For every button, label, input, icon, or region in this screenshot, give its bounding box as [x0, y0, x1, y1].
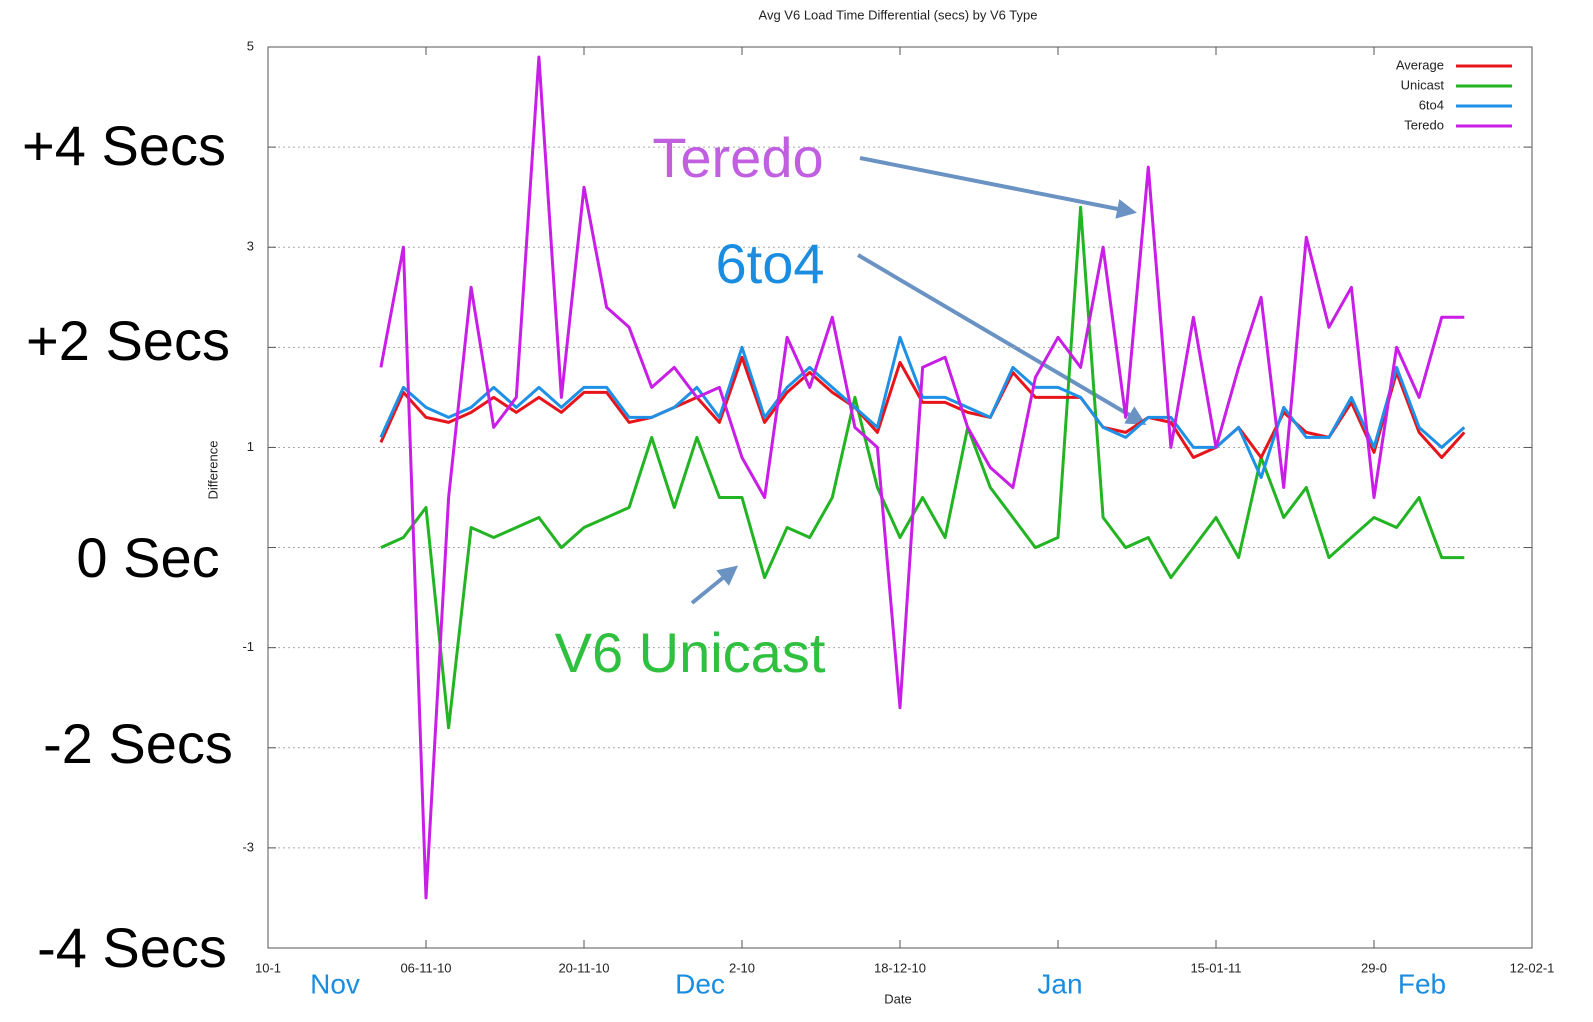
- x-tick-label: 29-0: [1361, 960, 1387, 975]
- annotation: Dec: [675, 968, 725, 999]
- x-axis-label: Date: [884, 991, 911, 1006]
- y-axis-label: Difference: [205, 440, 220, 499]
- annotation: V6 Unicast: [555, 621, 826, 684]
- chart-title: Avg V6 Load Time Differential (secs) by …: [759, 7, 1038, 22]
- annotation: -2 Secs: [43, 712, 233, 775]
- y-tick-label: 5: [247, 38, 254, 53]
- annotation: Nov: [310, 968, 360, 999]
- annotation: Teredo: [652, 126, 823, 189]
- arrow: [859, 156, 1137, 219]
- x-tick-label: 10-1: [255, 960, 281, 975]
- legend-label: Teredo: [1404, 117, 1444, 132]
- annotation: 0 Sec: [76, 526, 219, 589]
- y-tick-label: -1: [242, 639, 254, 654]
- plot-frame: [267, 46, 1533, 949]
- legend-label: Unicast: [1401, 77, 1445, 92]
- annotation: Feb: [1398, 968, 1446, 999]
- y-tick-label: -3: [242, 839, 254, 854]
- arrow: [690, 565, 739, 605]
- x-tick-label: 06-11-10: [400, 960, 451, 975]
- series-line: [379, 335, 1466, 479]
- x-tick-label: 18-12-10: [874, 960, 926, 975]
- y-tick-label: 1: [247, 439, 254, 454]
- legend-label: Average: [1396, 57, 1444, 72]
- annotation: Jan: [1037, 968, 1082, 999]
- y-tick-label: 3: [247, 239, 254, 254]
- annotation: +2 Secs: [26, 309, 230, 372]
- x-tick-label: 15-01-11: [1190, 960, 1241, 975]
- legend-label: 6to4: [1419, 97, 1444, 112]
- x-tick-label: 20-11-10: [558, 960, 609, 975]
- x-tick-label: 12-02-1: [1510, 960, 1555, 975]
- series-line: [380, 205, 1465, 730]
- x-tick-label: 2-10: [729, 960, 755, 975]
- annotation: +4 Secs: [22, 114, 226, 177]
- series-line: [379, 355, 1466, 459]
- annotation: 6to4: [716, 232, 825, 295]
- series-line: [379, 55, 1465, 900]
- annotation: -4 Secs: [37, 916, 227, 979]
